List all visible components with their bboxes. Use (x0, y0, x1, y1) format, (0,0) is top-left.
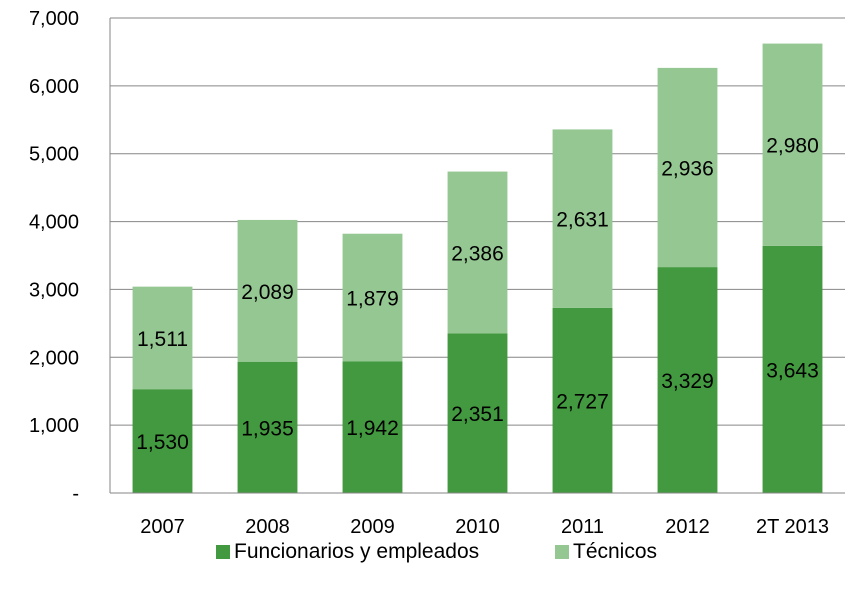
stacked-bar-chart: - 1,000 2,000 3,000 4,000 5,000 6,000 7,000 1,5… (29, 8, 845, 538)
data-label-tecnicos: 2,089 (241, 281, 294, 304)
data-label-tecnicos: 2,936 (661, 157, 714, 180)
bar-tecnicos (447, 171, 508, 334)
x-tick-label: 2007 (140, 516, 185, 538)
y-tick-label: 1,000 (29, 415, 79, 437)
bar-tecnicos (342, 233, 403, 362)
bar-funcionarios (552, 307, 613, 493)
x-tick-label: 2011 (561, 516, 604, 538)
bar-funcionarios (657, 267, 718, 493)
x-tick-label: 2009 (350, 516, 395, 538)
bar-tecnicos (657, 67, 718, 268)
y-tick-label: - (72, 483, 79, 505)
bar-funcionarios (762, 245, 823, 493)
bar-tecnicos (762, 43, 823, 246)
bar-funcionarios (132, 389, 193, 493)
data-label-funcionarios: 3,643 (766, 359, 819, 382)
bar-tecnicos (132, 286, 193, 390)
data-label-tecnicos: 2,631 (556, 209, 609, 232)
bar-funcionarios (237, 361, 298, 493)
x-tick-label: 2010 (455, 516, 500, 538)
y-tick-label: 5,000 (29, 144, 79, 166)
y-tick-label: 3,000 (29, 279, 79, 301)
y-tick-label: 6,000 (29, 76, 79, 98)
y-tick-label: 4,000 (29, 212, 79, 234)
legend-item-funcionarios: Funcionarios y empleados (216, 540, 479, 564)
data-label-tecnicos: 1,511 (137, 328, 188, 351)
y-axis: - 1,000 2,000 3,000 4,000 5,000 6,000 7,000 (29, 8, 111, 505)
y-tick-label: 2,000 (29, 347, 79, 369)
data-label-funcionarios: 1,942 (346, 417, 399, 440)
x-axis: 2007 2008 2009 2010 2011 2012 2T 2013 (110, 492, 845, 538)
data-label-tecnicos: 2,386 (451, 243, 504, 266)
data-label-funcionarios: 2,351 (451, 403, 504, 426)
legend: Funcionarios y empleados Técnicos (0, 540, 850, 572)
data-label-funcionarios: 1,935 (241, 417, 294, 440)
legend-item-tecnicos: Técnicos (555, 540, 657, 564)
legend-label-funcionarios: Funcionarios y empleados (234, 540, 480, 563)
bar-tecnicos (237, 219, 298, 362)
data-label-funcionarios: 3,329 (661, 370, 714, 393)
bars: 1,530 1,511 1,935 2,089 1,942 1,879 2,351 2,386… (132, 43, 823, 493)
x-tick-label: 2012 (665, 516, 710, 538)
legend-swatch-tecnicos (555, 545, 569, 559)
x-tick-label: 2T 2013 (756, 516, 829, 538)
data-label-funcionarios: 2,727 (556, 390, 609, 413)
legend-label-tecnicos: Técnicos (573, 540, 658, 563)
data-label-tecnicos: 1,879 (346, 287, 399, 310)
legend-swatch-funcionarios (216, 545, 230, 559)
data-label-funcionarios: 1,530 (136, 431, 189, 454)
x-tick-label: 2008 (245, 516, 290, 538)
data-label-tecnicos: 2,980 (766, 135, 819, 158)
y-tick-label: 7,000 (29, 8, 79, 30)
bar-tecnicos (552, 129, 613, 308)
bar-funcionarios (342, 361, 403, 493)
bar-funcionarios (447, 333, 508, 493)
